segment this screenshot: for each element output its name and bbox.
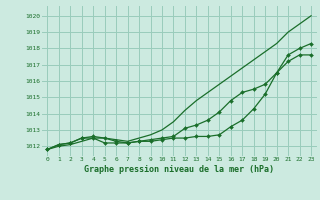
X-axis label: Graphe pression niveau de la mer (hPa): Graphe pression niveau de la mer (hPa) [84,165,274,174]
